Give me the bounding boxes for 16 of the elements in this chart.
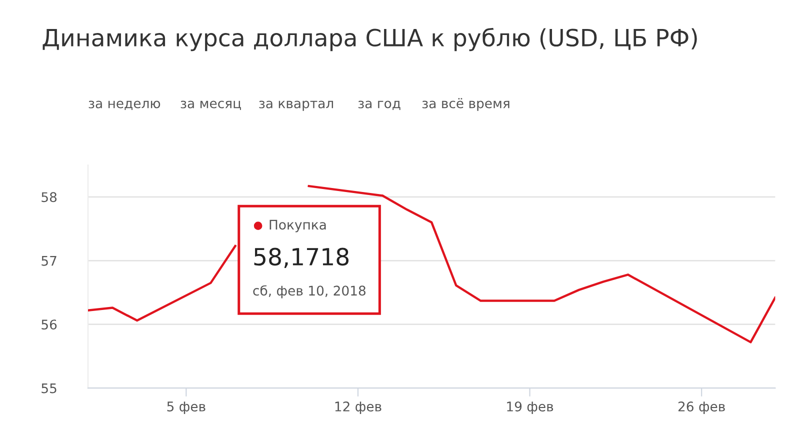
legend-label: Покупка bbox=[270, 220, 326, 232]
text: за год bbox=[358, 100, 400, 110]
annotation: 58,1718 сб, фев 10, 2018 bbox=[253, 248, 366, 298]
x-tick-label: 19 фев bbox=[507, 402, 554, 414]
y-tick-label: 56 bbox=[42, 320, 57, 330]
x-tick-label: 12 фев bbox=[335, 402, 382, 414]
text: за всё время bbox=[422, 98, 510, 111]
text: за квартал bbox=[259, 100, 334, 111]
y-tick-label: 57 bbox=[42, 256, 56, 266]
y-tick-label: 58 bbox=[42, 192, 57, 202]
x-tick-label: 5 фев bbox=[167, 402, 206, 414]
text: за неделю bbox=[88, 100, 160, 110]
y-tick-label: 55 bbox=[42, 383, 56, 394]
chart-title: Динамика курса доллара США к рублю (USD, ЦБ РФ) bbox=[42, 28, 697, 52]
x-tick-label: 26 фев bbox=[678, 402, 725, 414]
text: за месяц bbox=[180, 100, 241, 110]
